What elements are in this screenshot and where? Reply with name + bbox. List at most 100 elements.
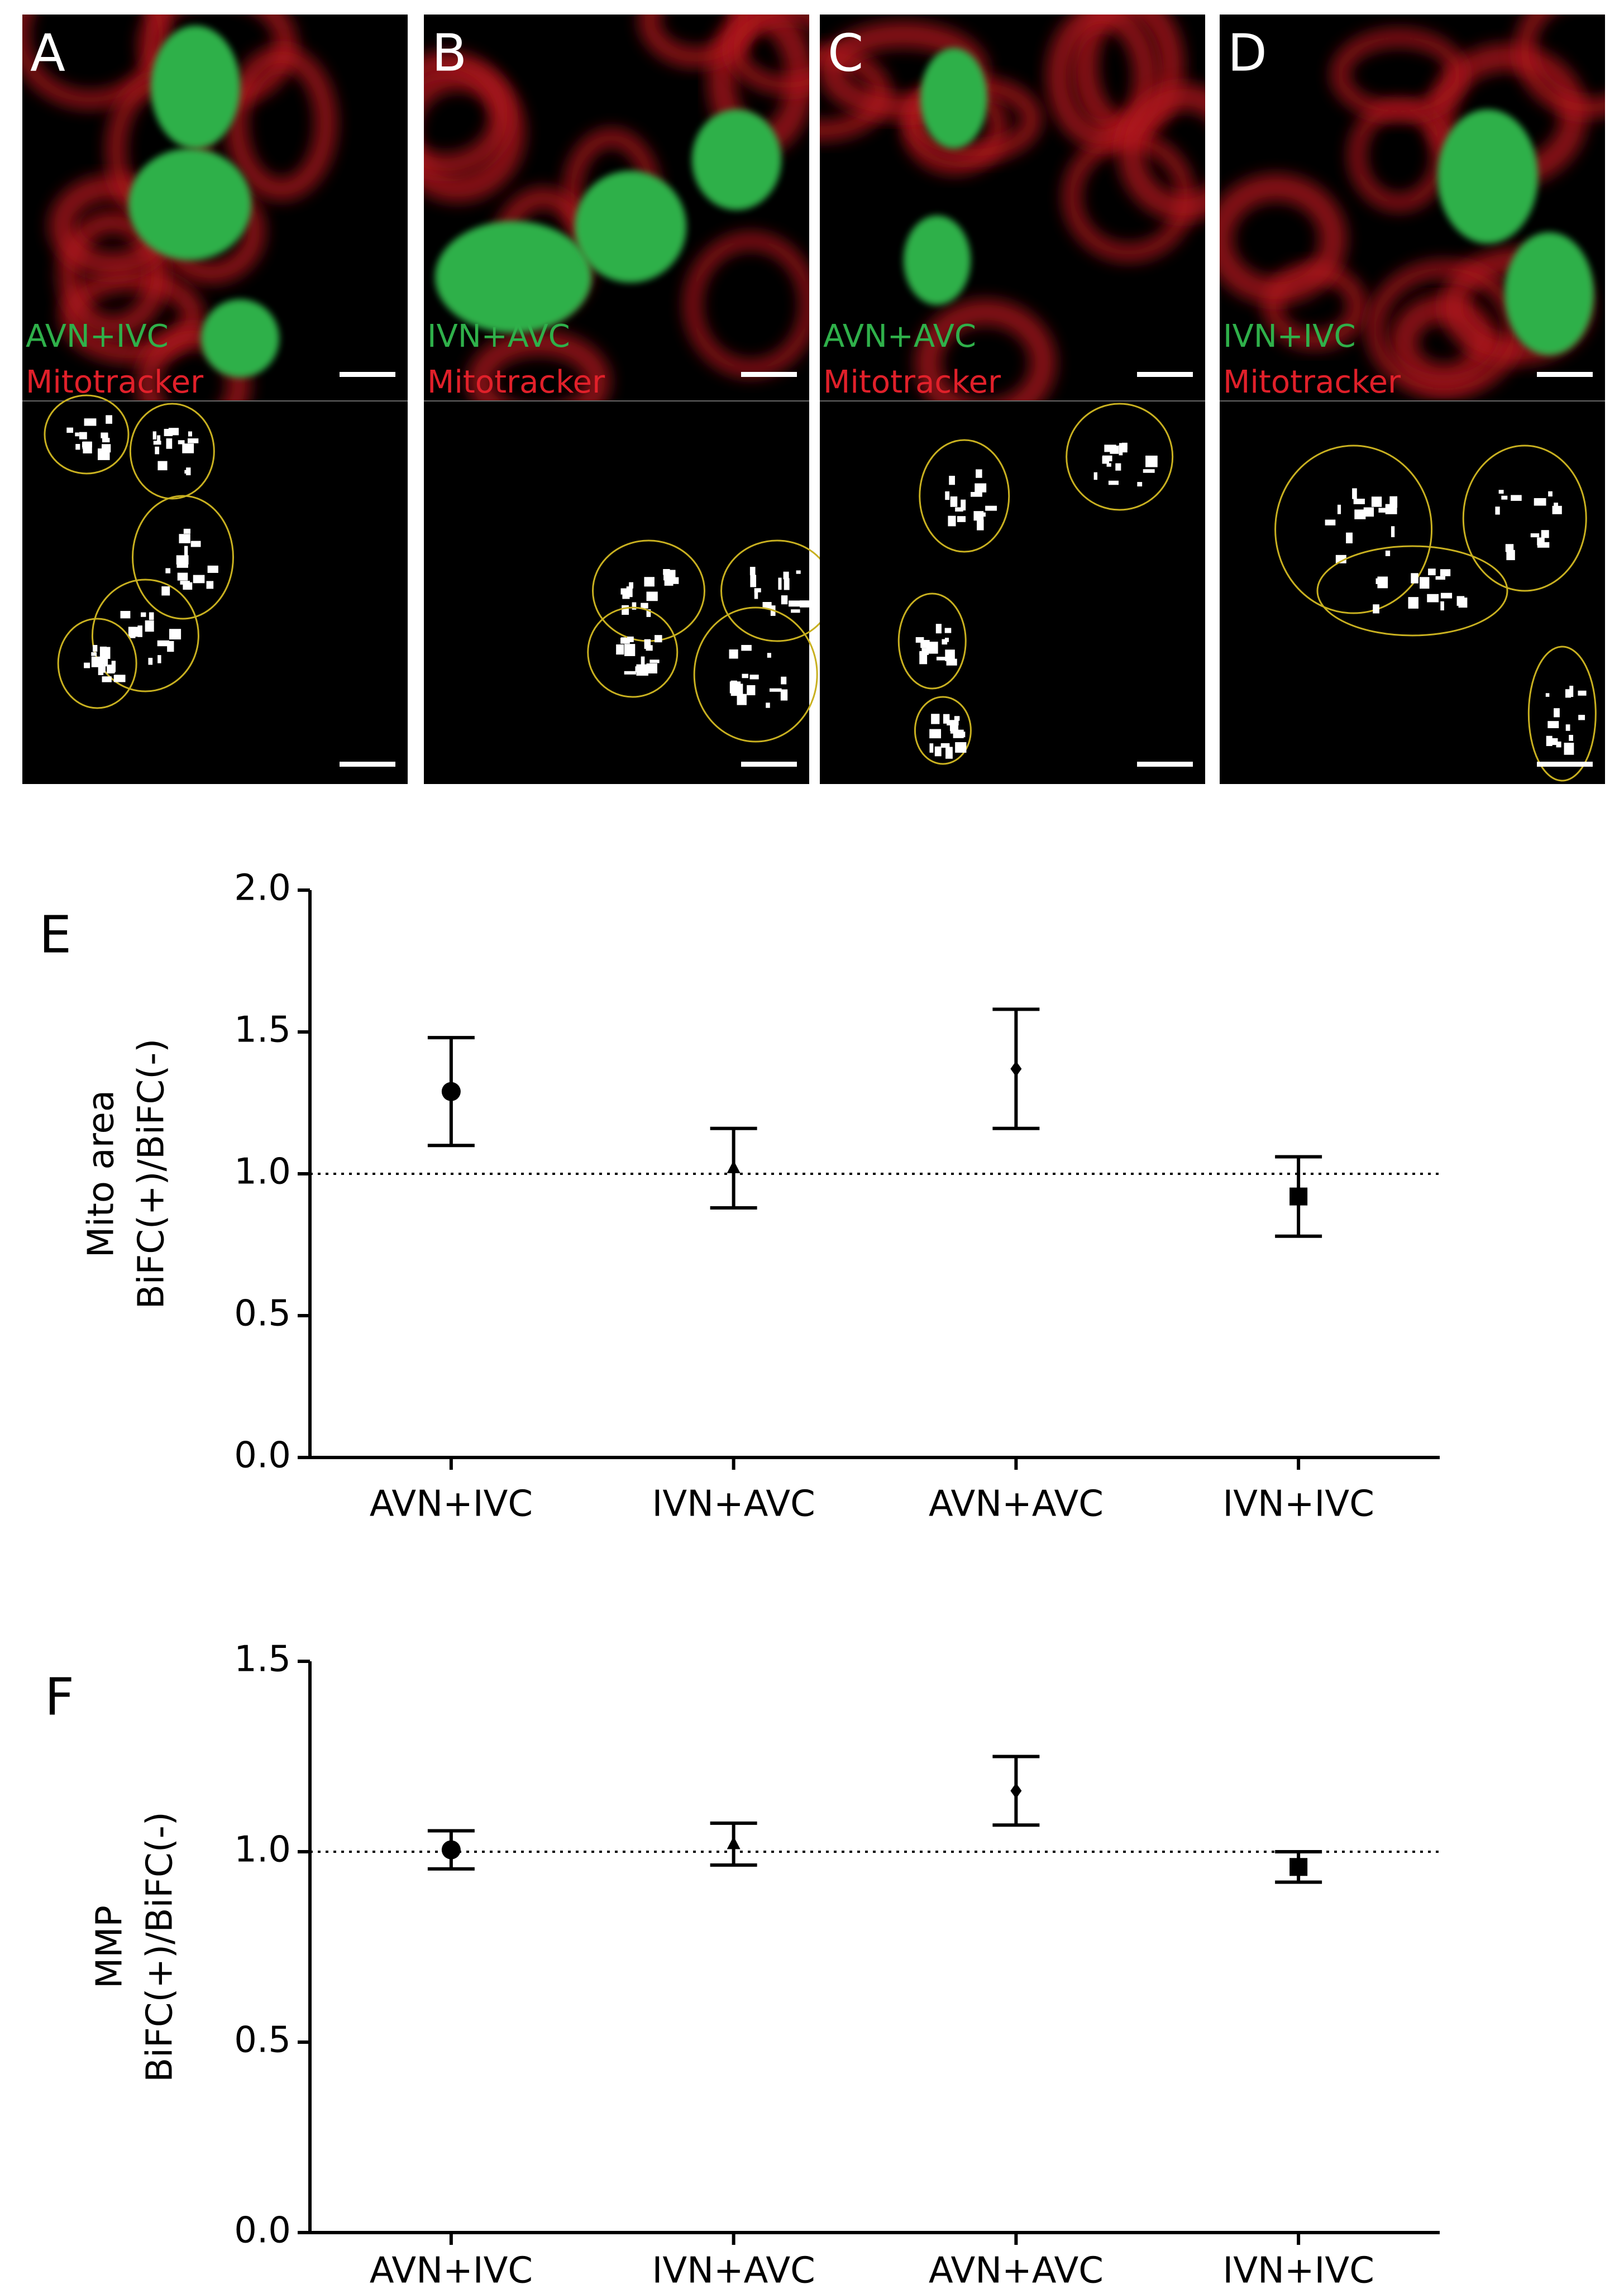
mito-speck <box>766 702 770 708</box>
mito-speck <box>164 429 173 437</box>
mito-speck <box>183 528 191 534</box>
scale-bar <box>1137 372 1193 377</box>
mito-speck <box>152 431 156 440</box>
red-cell <box>1046 15 1158 150</box>
mito-speck <box>627 636 634 642</box>
mito-speck <box>182 443 194 453</box>
cell-outline <box>1066 403 1174 511</box>
mito-speck <box>929 743 934 753</box>
red-cell <box>1331 28 1467 121</box>
mito-speck <box>178 440 185 445</box>
mito-speck <box>1541 530 1549 538</box>
mito-speck <box>778 577 782 590</box>
mito-speck <box>954 716 960 721</box>
cell-outline <box>44 394 130 475</box>
micrograph-panel: C AVN+AVC Mitotracker <box>820 15 1205 784</box>
mito-speck <box>1104 445 1116 452</box>
mito-speck <box>161 586 170 596</box>
red-cell <box>915 299 1056 401</box>
mito-speck <box>796 570 801 574</box>
mito-speck <box>921 648 934 652</box>
cell-outline <box>1316 545 1508 637</box>
mito-speck <box>762 602 772 609</box>
mito-speck <box>1353 499 1365 504</box>
panel-background <box>1220 15 1605 784</box>
green-cell <box>151 26 240 149</box>
mito-speck <box>931 714 940 724</box>
cell-outline <box>132 495 234 620</box>
mito-speck <box>781 595 788 605</box>
panel-background <box>22 15 408 784</box>
cell-outline <box>1462 445 1587 592</box>
marker <box>1289 1187 1308 1206</box>
red-cell <box>1515 15 1605 118</box>
mito-speck <box>621 637 626 642</box>
mito-speck <box>646 663 657 673</box>
mito-speck <box>1427 594 1439 603</box>
mito-speck <box>955 507 963 512</box>
red-cell <box>57 211 169 338</box>
scale-bar <box>1537 372 1593 377</box>
mito-speck <box>629 582 634 589</box>
mito-speck <box>1375 578 1381 584</box>
mito-speck <box>148 658 153 665</box>
x-tick-label: IVN+IVC <box>1222 1484 1374 1525</box>
mito-speck <box>789 600 801 607</box>
mito-speck <box>145 620 154 632</box>
mito-speck <box>179 534 190 543</box>
mito-speck <box>79 432 87 439</box>
mito-speck <box>1511 495 1522 501</box>
mito-speck <box>102 444 111 453</box>
mito-speck <box>1325 519 1336 525</box>
green-cell <box>575 171 686 283</box>
mito-speck <box>1565 724 1570 731</box>
mito-speck <box>166 438 173 449</box>
red-cell <box>727 15 809 95</box>
mito-speck <box>946 658 957 666</box>
mito-speck <box>971 491 982 497</box>
mito-speck <box>781 676 787 685</box>
mito-speck <box>641 603 648 609</box>
mito-speck <box>1501 495 1508 500</box>
mask-image <box>897 403 1174 765</box>
panel-letter: D <box>1227 23 1267 83</box>
mito-speck <box>1569 734 1573 741</box>
mito-speck <box>1143 469 1155 473</box>
fluorescence-image <box>424 15 809 401</box>
y-axis-label: MMP <box>89 1905 131 1989</box>
mito-speck <box>961 499 966 511</box>
fluorescence-image <box>820 15 1205 401</box>
mito-speck <box>193 575 205 584</box>
mito-speck <box>646 591 658 601</box>
green-label: IVN+AVC <box>427 318 570 355</box>
mito-speck <box>1548 491 1553 497</box>
mito-speck <box>1373 604 1379 614</box>
mask-image <box>44 394 234 709</box>
green-cell <box>1437 109 1538 243</box>
red-cell <box>22 15 170 109</box>
mito-speck <box>975 483 987 493</box>
mito-speck <box>101 656 108 665</box>
mito-speck <box>84 662 90 668</box>
cell-outline <box>897 592 967 690</box>
mito-speck <box>737 694 747 705</box>
mito-speck <box>944 628 952 633</box>
y-axis-label: BiFC(+)/BiFC(-) <box>131 1039 173 1310</box>
mito-speck <box>1335 555 1346 563</box>
mito-speck <box>1121 442 1128 450</box>
mito-speck <box>1346 532 1353 543</box>
mito-speck <box>1440 592 1453 599</box>
red-cell <box>424 51 513 176</box>
panel-letter: B <box>432 23 467 83</box>
y-tick-label: 1.0 <box>234 1151 291 1193</box>
micrograph-panel: D IVN+IVC Mitotracker <box>1220 15 1605 784</box>
marker <box>441 1840 461 1860</box>
micrograph-panel: B IVN+AVC Mitotracker <box>424 15 834 784</box>
mito-speck <box>754 590 758 599</box>
mito-speck <box>976 469 982 478</box>
cell-outline <box>91 579 199 692</box>
mito-speck <box>729 649 738 659</box>
mito-speck <box>101 432 108 438</box>
mito-speck <box>985 505 997 511</box>
